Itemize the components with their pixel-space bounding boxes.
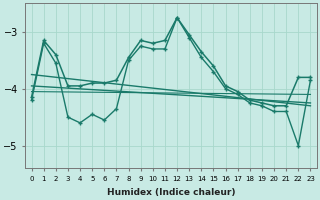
X-axis label: Humidex (Indice chaleur): Humidex (Indice chaleur) [107, 188, 235, 197]
